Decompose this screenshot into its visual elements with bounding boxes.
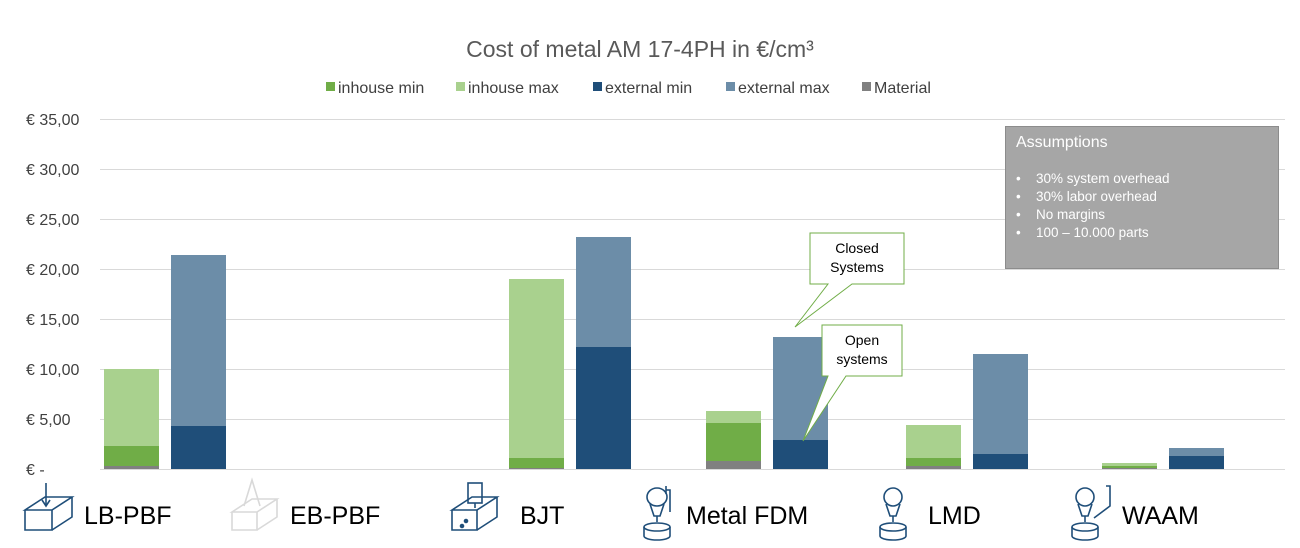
callout-closed-text: Closed Systems (811, 239, 903, 277)
bar-external-min (1169, 456, 1224, 469)
assumptions-box: Assumptions 30% system overhead 30% labo… (1005, 126, 1279, 269)
bars (104, 237, 1224, 469)
y-tick-label: € 30,00 (26, 162, 79, 179)
bar-inhouse-min (1102, 466, 1157, 469)
y-tick-label: € 5,00 (26, 412, 71, 429)
legend-swatch (326, 82, 335, 91)
legend-label: inhouse max (468, 80, 559, 97)
waam-icon (1071, 485, 1111, 541)
assumption-item: 100 – 10.000 parts (1016, 224, 1268, 242)
bar-inhouse-max (509, 279, 564, 469)
legend-label: Material (874, 80, 931, 97)
metal-fdm-icon (643, 486, 671, 541)
y-tick-label: € 10,00 (26, 362, 79, 379)
y-tick-label: € - (26, 462, 45, 479)
assumptions-title: Assumptions (1016, 134, 1108, 151)
legend-swatch (456, 82, 465, 91)
lmd-icon (879, 487, 907, 541)
callout-closed-line2: Systems (830, 259, 884, 275)
legend-label: external max (738, 80, 830, 97)
y-tick-label: € 25,00 (26, 212, 79, 229)
bar-external-min (576, 347, 631, 469)
assumptions-list: 30% system overhead 30% labor overhead N… (1016, 170, 1268, 242)
callout-closed-systems (794, 232, 905, 328)
eb-pbf-icon (229, 477, 280, 531)
legend-swatch (726, 82, 735, 91)
legend-swatch (593, 82, 602, 91)
bar-inhouse-min (104, 446, 159, 469)
legend: inhouse min inhouse max external min extern… (326, 80, 931, 97)
callout-open-line1: Open (844, 332, 880, 348)
process-label-lmd: LMD (928, 502, 981, 530)
bar-external-min (973, 454, 1028, 469)
bjt-icon (449, 482, 500, 531)
assumption-item: No margins (1016, 206, 1268, 224)
process-label-lb-pbf: LB-PBF (84, 502, 172, 530)
callout-open-line2: systems (836, 351, 888, 367)
bar-inhouse-min (906, 458, 961, 469)
legend-label: external min (605, 80, 692, 97)
assumption-item: 30% labor overhead (1016, 188, 1268, 206)
y-axis-ticks: € - € 5,00 € 10,00 € 15,00 € 20,00 € 25,00 € 3… (26, 112, 79, 479)
callout-open-text: Open systems (816, 331, 908, 369)
y-tick-label: € 15,00 (26, 312, 79, 329)
y-tick-label: € 20,00 (26, 262, 79, 279)
process-label-waam: WAAM (1122, 502, 1199, 530)
bar-external-min (773, 440, 828, 469)
bar-material (1102, 468, 1157, 469)
assumption-item: 30% system overhead (1016, 170, 1268, 188)
bar-inhouse-min (509, 458, 564, 469)
callout-closed-line1: Closed (835, 240, 879, 256)
bar-material (906, 466, 961, 469)
process-label-bjt: BJT (520, 502, 565, 530)
bar-material (706, 461, 761, 469)
lb-pbf-icon (22, 483, 75, 531)
process-label-metal-fdm: Metal FDM (686, 502, 809, 530)
bar-material (104, 466, 159, 469)
bar-external-min (171, 426, 226, 469)
y-tick-label: € 35,00 (26, 112, 79, 129)
legend-label: inhouse min (338, 80, 424, 97)
legend-swatch (862, 82, 871, 91)
bar-external-max (973, 354, 1028, 469)
chart-title: Cost of metal AM 17-4PH in €/cm³ (466, 36, 814, 62)
callout-open-systems (802, 324, 903, 442)
gridlines (100, 119, 1285, 420)
bar-material (509, 468, 564, 469)
process-label-eb-pbf: EB-PBF (290, 502, 381, 530)
